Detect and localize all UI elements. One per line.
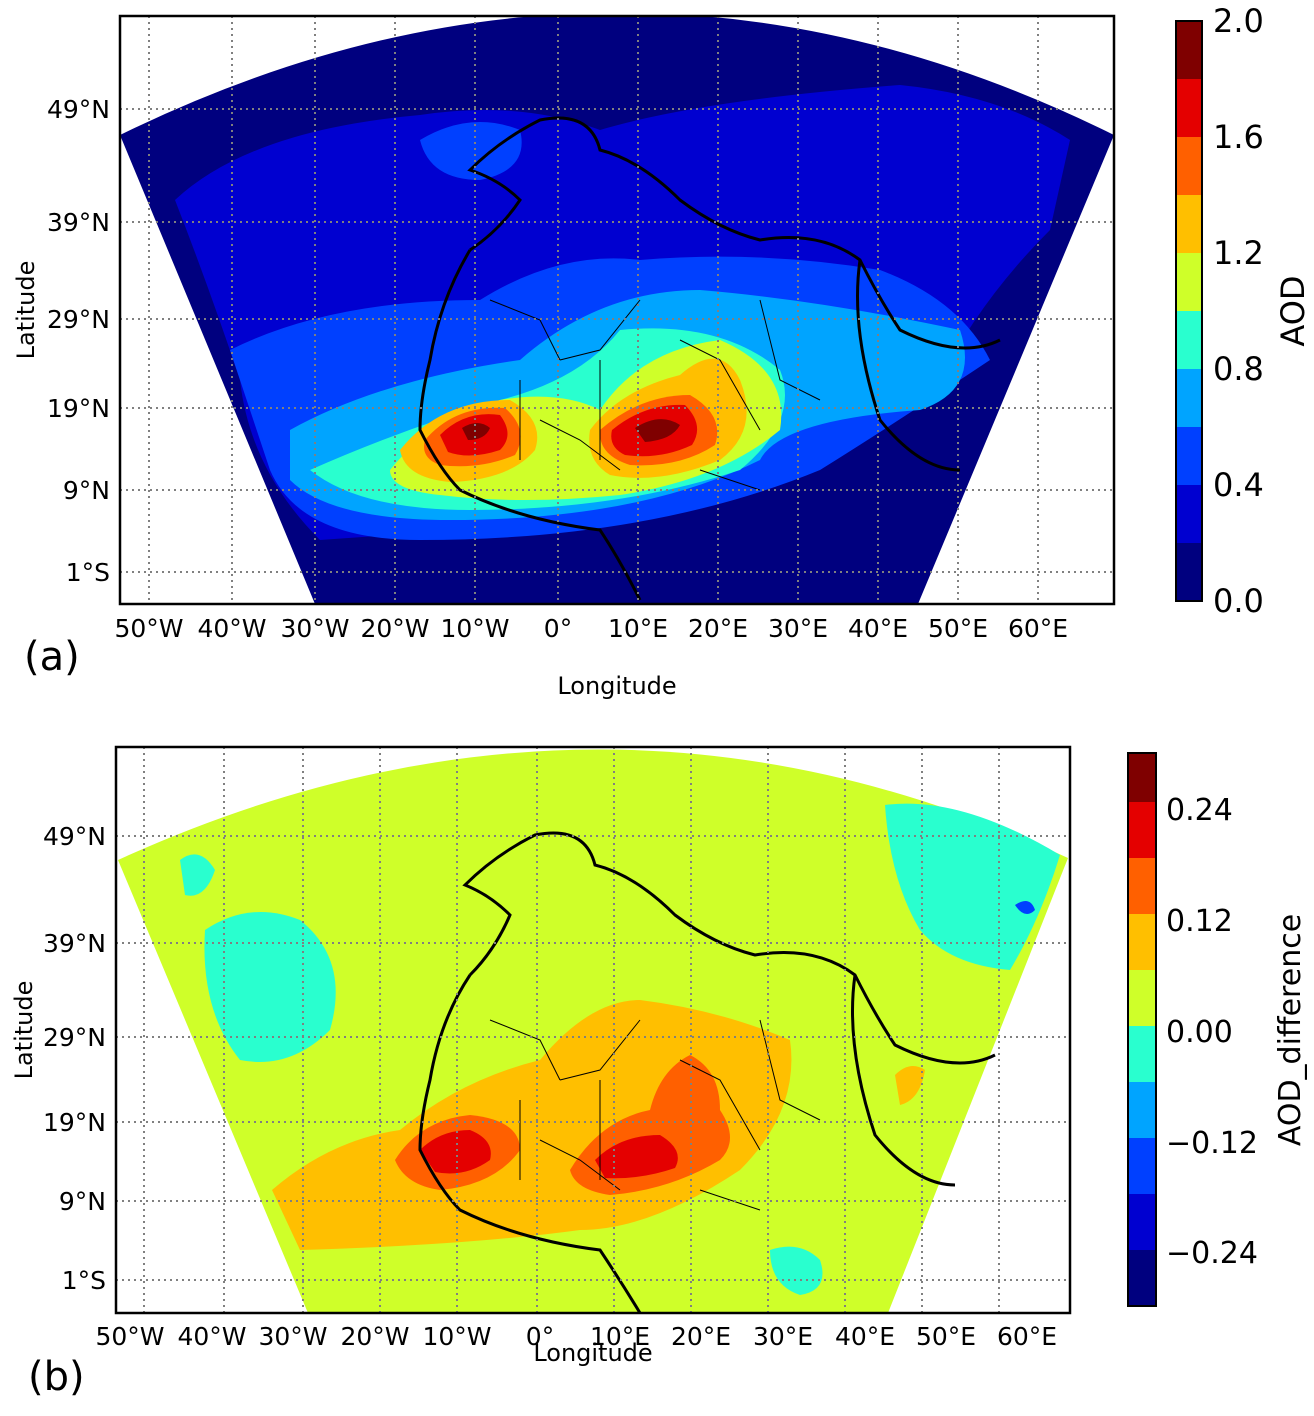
panel-a-colorbar-tick: 1.6 bbox=[1213, 118, 1264, 156]
panel-a-colorbar-tick: 0.4 bbox=[1213, 466, 1264, 504]
panel-b-lat-tick: 49°N bbox=[43, 822, 106, 851]
panel-a-lon-tick: 10°E bbox=[608, 614, 668, 643]
panel-b-label: (b) bbox=[28, 1354, 85, 1400]
panel-b-lon-tick: 30°E bbox=[753, 1322, 813, 1351]
panel-b-lon-tick: 40°W bbox=[177, 1322, 246, 1351]
panel-b-colorbar-tick: 0.24 bbox=[1166, 793, 1233, 828]
panel-a-colorbar-tick: 2.0 bbox=[1213, 2, 1264, 40]
panel-a-colorbar-tick: 1.2 bbox=[1213, 234, 1264, 272]
panel-b-lon-tick: 60°E bbox=[997, 1322, 1057, 1351]
panel-b-colorbar-tick: 0.12 bbox=[1166, 904, 1233, 939]
panel-b-lon-tick: 20°W bbox=[340, 1322, 409, 1351]
panel-a-label: (a) bbox=[24, 634, 80, 680]
panel-b-colorbar-tick: 0.00 bbox=[1166, 1015, 1233, 1050]
panel-b-lon-tick: 50°W bbox=[95, 1322, 164, 1351]
panel-b-lon-tick: 0° bbox=[526, 1322, 554, 1351]
panel-b-lat-tick: 1°S bbox=[62, 1266, 106, 1295]
panel-b-lon-tick: 40°E bbox=[835, 1322, 895, 1351]
panel-a-colorbar bbox=[1175, 20, 1203, 602]
panel-b-lat-tick: 9°N bbox=[59, 1187, 106, 1216]
panel-b-lon-tick: 10°E bbox=[590, 1322, 650, 1351]
panel-b-colorbar bbox=[1127, 752, 1157, 1307]
panel-b-lat-tick: 29°N bbox=[43, 1023, 106, 1052]
panel-a-lat-tick: 49°N bbox=[47, 95, 110, 124]
panel-a-lat-tick: 9°N bbox=[63, 476, 110, 505]
panel-b-colorbar-tick: −0.24 bbox=[1166, 1236, 1258, 1271]
panel-b-coastlines bbox=[418, 831, 996, 1313]
panel-b-ylabel: Latitude bbox=[10, 981, 38, 1080]
panel-b-lat-tick: 39°N bbox=[43, 929, 106, 958]
panel-b-lon-tick: 20°E bbox=[671, 1322, 731, 1351]
panel-a-coastlines bbox=[418, 116, 1001, 601]
panel-b-colorbar-label: AOD_difference bbox=[1273, 914, 1308, 1146]
panel-a-lat-tick: 1°S bbox=[66, 558, 110, 587]
panel-a-lon-tick: 0° bbox=[544, 614, 572, 643]
panel-a-xlabel: Longitude bbox=[557, 672, 676, 700]
panel-a-lon-tick: 60°E bbox=[1008, 614, 1068, 643]
panel-b-lon-tick: 30°W bbox=[258, 1322, 327, 1351]
panel-a-lon-tick: 20°E bbox=[688, 614, 748, 643]
panel-a-lon-tick: 50°W bbox=[114, 614, 183, 643]
panel-a-colorbar-label: AOD bbox=[1274, 275, 1312, 346]
panel-a: 49°N 39°N 29°N 19°N 9°N 1°S 50°W 40°W 30… bbox=[12, 2, 1312, 700]
panel-a-lat-tick: 19°N bbox=[47, 394, 110, 423]
panel-a-lat-tick: 39°N bbox=[47, 208, 110, 237]
panel-a-lon-tick: 30°E bbox=[768, 614, 828, 643]
panel-a-colorbar-tick: 0.0 bbox=[1213, 582, 1264, 620]
panel-b-lon-tick: 50°E bbox=[916, 1322, 976, 1351]
panel-b-colorbar-tick: −0.12 bbox=[1166, 1126, 1258, 1161]
panel-b: 49°N 39°N 29°N 19°N 9°N 1°S 50°W 40°W 30… bbox=[10, 745, 1308, 1400]
panel-a-lon-tick: 40°W bbox=[197, 614, 266, 643]
panel-a-grid bbox=[120, 16, 1114, 604]
panel-b-frame bbox=[114, 745, 1072, 1315]
panel-a-frame bbox=[118, 14, 1116, 606]
panel-a-colorbar-tick: 0.8 bbox=[1213, 350, 1264, 388]
panel-a-lon-tick: 20°W bbox=[360, 614, 429, 643]
panel-b-map bbox=[116, 747, 1070, 1313]
panel-a-lon-tick: 30°W bbox=[280, 614, 349, 643]
panel-a-lon-tick: 10°W bbox=[440, 614, 509, 643]
panel-b-xlabel: Longitude bbox=[533, 1339, 652, 1367]
panel-a-lat-tick: 29°N bbox=[47, 305, 110, 334]
panel-a-lon-tick: 50°E bbox=[928, 614, 988, 643]
panel-a-lon-tick: 40°E bbox=[848, 614, 908, 643]
panel-b-lat-tick: 19°N bbox=[43, 1108, 106, 1137]
panel-b-lon-tick: 10°W bbox=[422, 1322, 491, 1351]
panel-b-grid bbox=[116, 747, 1070, 1313]
panel-a-map bbox=[120, 16, 1114, 604]
panel-a-ylabel: Latitude bbox=[12, 261, 40, 360]
